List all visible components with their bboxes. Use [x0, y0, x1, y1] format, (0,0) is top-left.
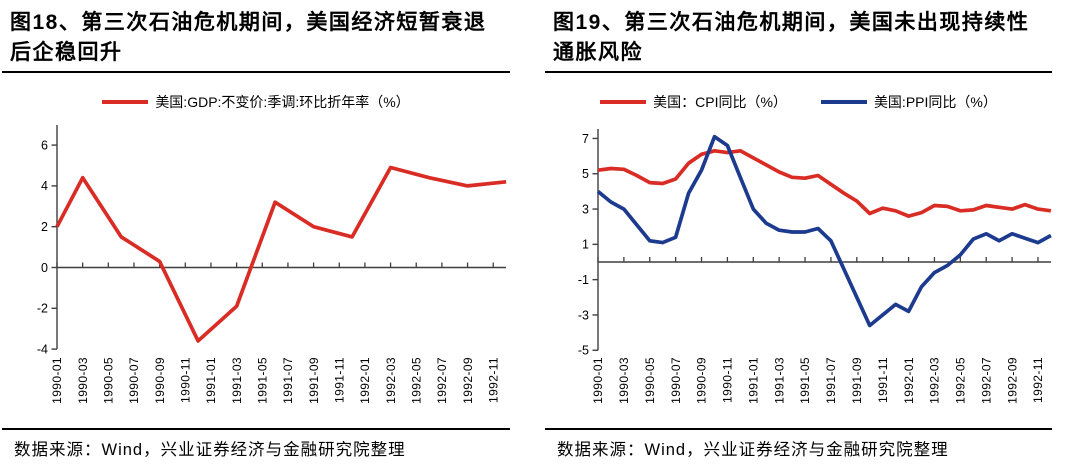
x-axis-tick-label: 1992-01 [358, 357, 372, 404]
y-axis-tick-label: -5 [578, 344, 589, 358]
series-line-cpi [597, 148, 1052, 218]
legend-gdp: 美国:GDP:不变价:季调:环比折年率（%） [2, 94, 510, 110]
x-axis-tick-label: 1990-01 [591, 357, 605, 404]
x-axis-tick-label: 1991-05 [798, 357, 812, 404]
y-axis-tick-label: -3 [578, 308, 589, 322]
legend-label-ppi: 美国:PPI同比（%） [873, 94, 997, 110]
x-axis-tick-label: 1992-03 [928, 357, 942, 404]
x-axis-tick-label: 1992-07 [435, 357, 449, 404]
x-axis-tick-label: 1991-01 [204, 357, 218, 404]
figure-19-panel: 图19、第三次石油危机期间，美国未出现持续性 通胀风险 美国：CPI同比（%） … [545, 0, 1052, 460]
x-axis-tick-label: 1991-09 [307, 357, 321, 404]
x-axis-tick-label: 1990-09 [153, 357, 167, 404]
x-axis-tick-label: 1992-11 [1031, 357, 1045, 403]
x-axis-tick-label: 1991-07 [281, 357, 295, 404]
legend-item-cpi: 美国：CPI同比（%） [600, 92, 787, 112]
x-axis-tick-label: 1992-01 [902, 357, 916, 404]
x-axis-tick-label: 1992-03 [384, 357, 398, 404]
x-axis-tick-label: 1992-05 [409, 357, 423, 404]
y-axis-tick-label: -1 [578, 273, 589, 287]
y-axis-tick-label: 0 [41, 261, 48, 275]
y-axis-tick-label: 1 [582, 238, 589, 252]
x-axis-tick-label: 1991-03 [230, 357, 244, 404]
x-axis-tick-label: 1990-09 [695, 357, 709, 404]
x-axis-tick-label: 1992-07 [979, 357, 993, 404]
source-note: 数据来源：Wind，兴业证券经济与金融研究院整理 [14, 441, 406, 459]
x-axis-tick-label: 1990-05 [643, 357, 657, 404]
figure-title-line1: 图18、第三次石油危机期间，美国经济短暂衰退 [10, 11, 487, 34]
y-axis-tick-label: -4 [37, 342, 48, 356]
source-separator [545, 428, 1052, 430]
source-separator [2, 428, 510, 430]
x-axis-tick-label: 1990-03 [76, 357, 90, 404]
x-axis-tick-label: 1991-07 [824, 357, 838, 404]
figure-18-panel: 图18、第三次石油危机期间，美国经济短暂衰退 后企稳回升 美国:GDP:不变价:… [2, 0, 510, 460]
legend-label-gdp: 美国:GDP:不变价:季调:环比折年率（%） [155, 94, 410, 110]
figure-18-title: 图18、第三次石油危机期间，美国经济短暂衰退 后企稳回升 [2, 0, 510, 73]
x-axis-tick-label: 1991-09 [850, 357, 864, 404]
x-axis-tick-label: 1992-09 [461, 357, 475, 404]
figure-title-line2: 通胀风险 [553, 41, 643, 64]
x-axis-tick-label: 1991-03 [772, 357, 786, 404]
ppi-line-swatch [820, 100, 867, 104]
legend-item-ppi: 美国:PPI同比（%） [820, 92, 997, 112]
x-axis-tick-label: 1990-01 [50, 357, 64, 404]
x-axis-tick-label: 1990-03 [617, 357, 631, 404]
figure-19-title: 图19、第三次石油危机期间，美国未出现持续性 通胀风险 [545, 0, 1052, 73]
legend-cpi-ppi: 美国：CPI同比（%） 美国:PPI同比（%） [545, 94, 1052, 110]
gdp-line-swatch [102, 100, 149, 104]
y-axis-tick-label: 3 [582, 202, 589, 216]
cpi-line-swatch [600, 100, 647, 104]
legend-item-gdp: 美国:GDP:不变价:季调:环比折年率（%） [102, 92, 410, 112]
series-line-gdp [55, 165, 507, 343]
y-axis-tick-label: 5 [582, 167, 589, 181]
x-axis-tick-label: 1991-11 [876, 357, 890, 403]
x-axis-tick-label: 1990-11 [721, 357, 735, 403]
figure-title-line1: 图19、第三次石油危机期间，美国未出现持续性 [553, 11, 1030, 34]
y-axis-tick-label: 6 [41, 138, 48, 152]
series-line-ppi [596, 134, 1052, 328]
y-axis-tick-label: 4 [41, 179, 48, 193]
x-axis-tick-label: 1990-07 [127, 357, 141, 404]
x-axis-tick-label: 1991-05 [255, 357, 269, 404]
source-note: 数据来源：Wind，兴业证券经济与金融研究院整理 [557, 441, 949, 459]
x-axis-tick-label: 1991-11 [332, 357, 346, 403]
figure-title-line2: 后企稳回升 [10, 41, 123, 64]
x-axis-tick-label: 1990-07 [669, 357, 683, 404]
y-axis-tick-label: 2 [41, 220, 48, 234]
legend-label-cpi: 美国：CPI同比（%） [653, 94, 787, 110]
x-axis-tick-label: 1992-05 [954, 357, 968, 404]
y-axis-tick-label: 7 [582, 132, 589, 146]
x-axis-tick-label: 1991-01 [746, 357, 760, 404]
x-axis-tick-label: 1992-09 [1005, 357, 1019, 404]
y-axis-tick-label: -2 [37, 302, 48, 316]
x-axis-tick-label: 1990-05 [102, 357, 116, 404]
x-axis-tick-label: 1992-11 [486, 357, 500, 403]
x-axis-tick-label: 1990-11 [179, 357, 193, 403]
